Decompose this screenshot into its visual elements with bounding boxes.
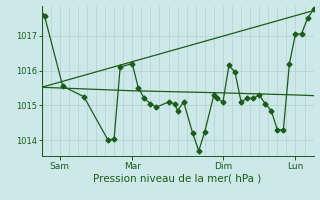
X-axis label: Pression niveau de la mer( hPa ): Pression niveau de la mer( hPa ) [93,173,262,183]
